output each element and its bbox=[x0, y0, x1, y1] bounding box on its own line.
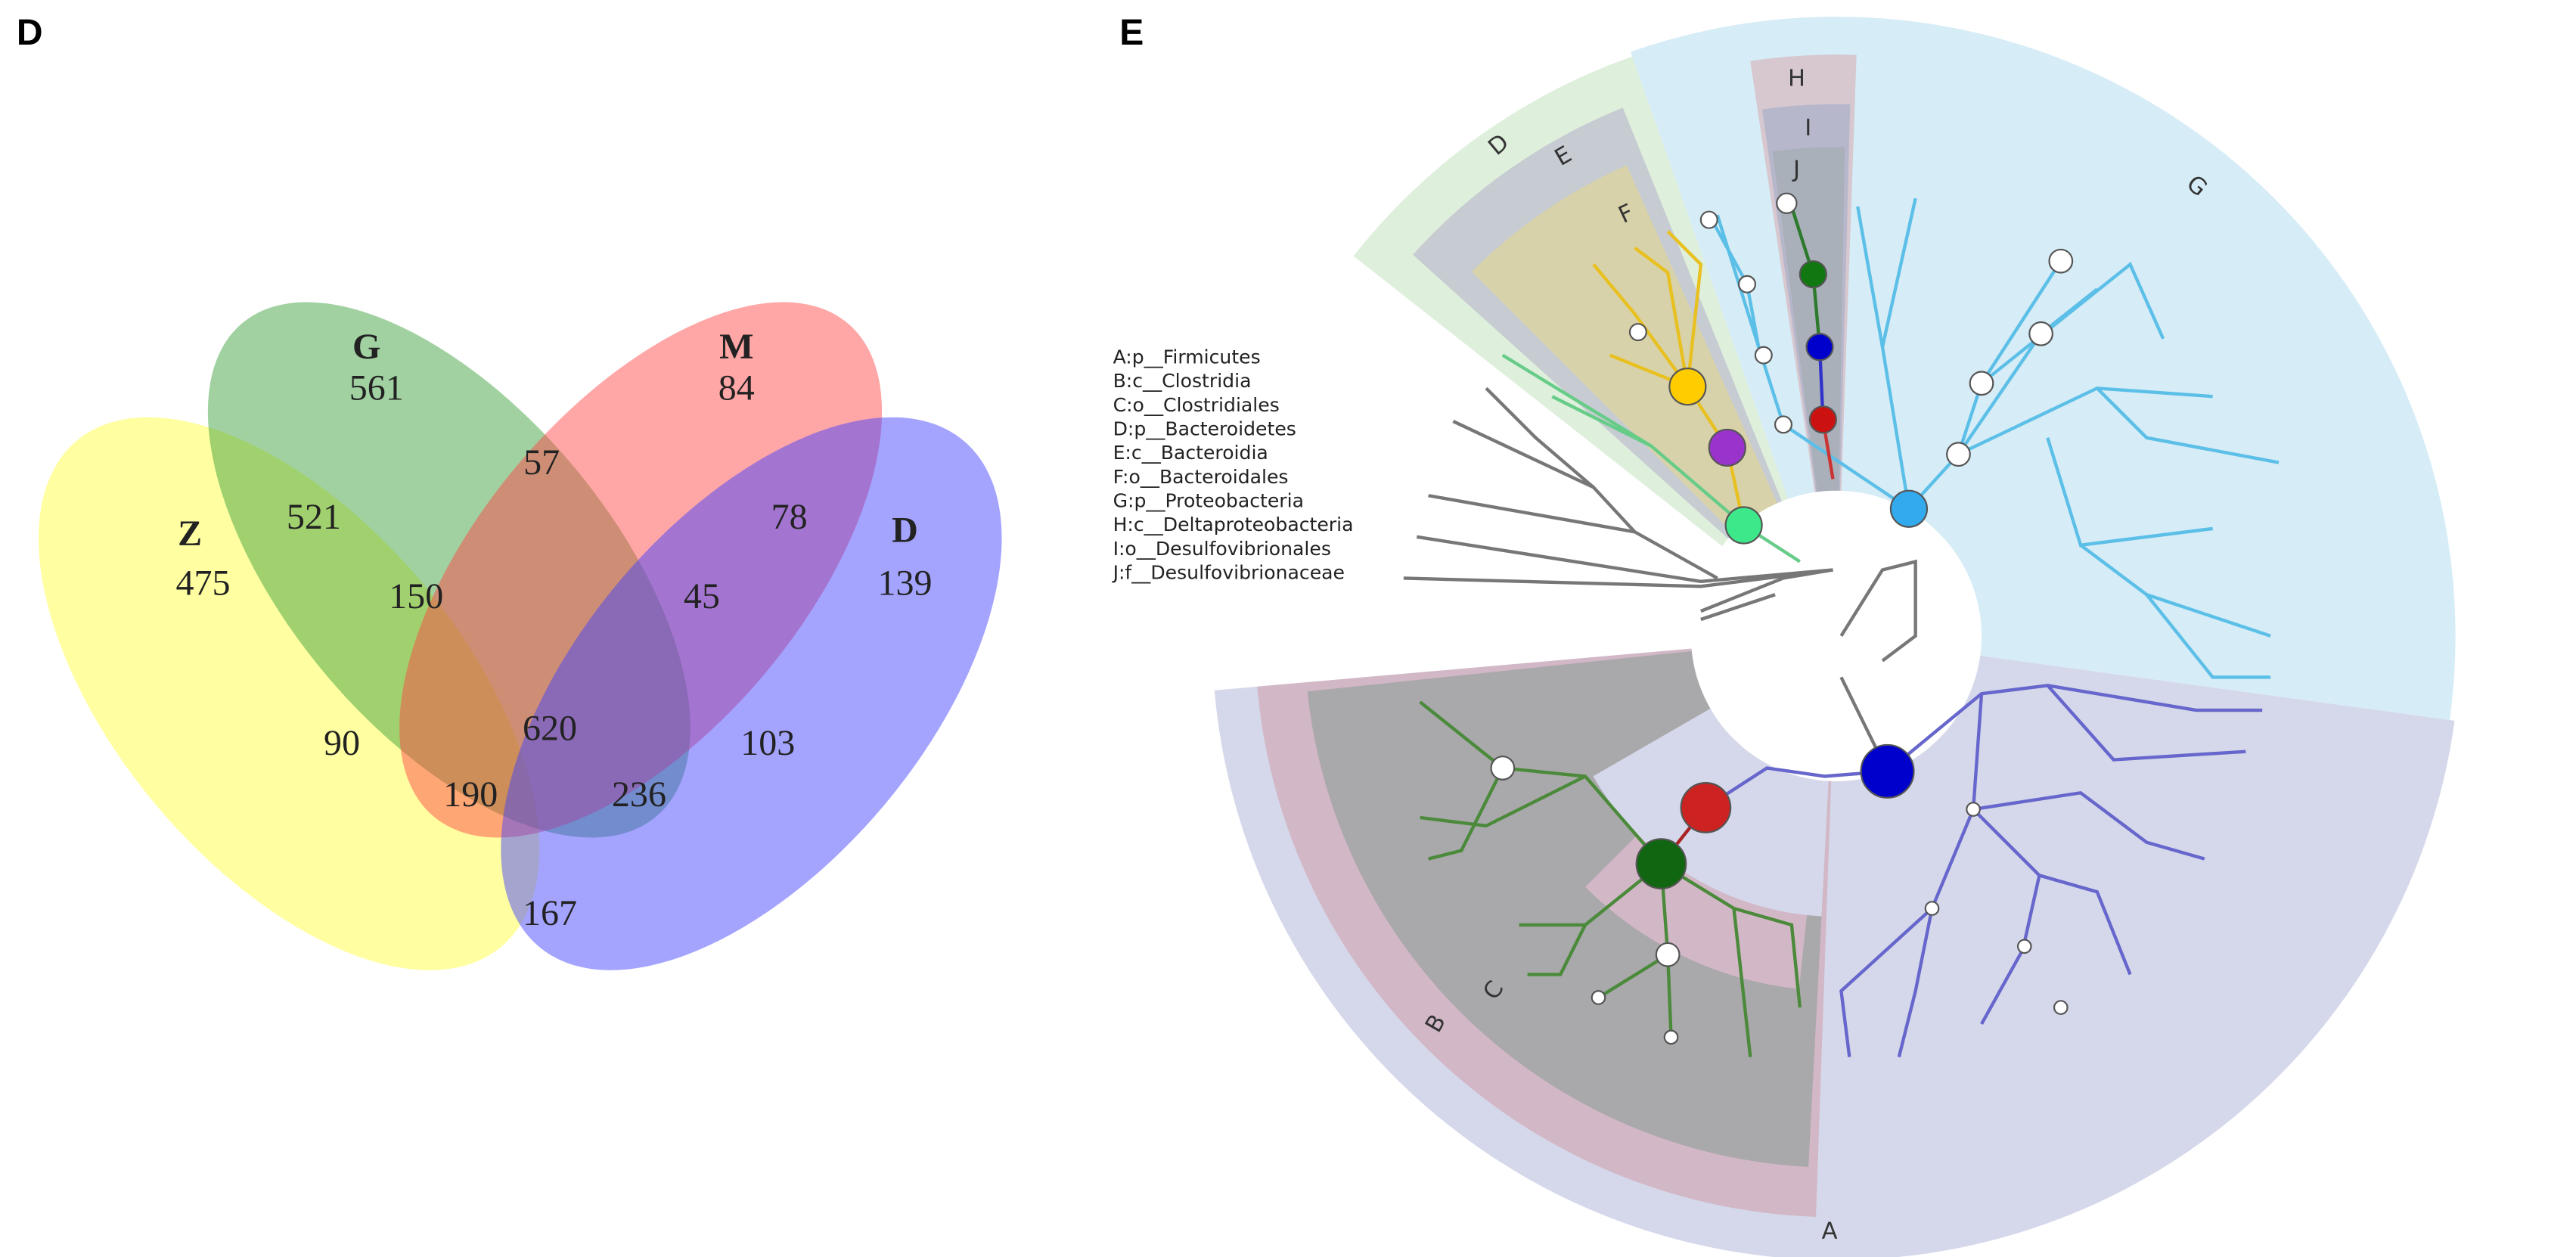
region-count: 78 bbox=[771, 497, 808, 537]
cladogram bbox=[1403, 192, 2280, 1058]
panel-label: D bbox=[17, 13, 43, 53]
set-name: Z bbox=[178, 514, 202, 554]
venn bbox=[38, 302, 1002, 970]
region-count: 167 bbox=[523, 893, 577, 933]
clade-label: I bbox=[1805, 115, 1811, 141]
clade-label: J bbox=[1792, 157, 1800, 183]
region-count: 236 bbox=[612, 774, 666, 815]
legend-entry: E:c__Bacteroidia bbox=[1113, 442, 1268, 464]
region-count: 103 bbox=[740, 723, 795, 763]
legend-entry: H:c__Deltaproteobacteria bbox=[1113, 514, 1354, 535]
legend-entry: C:o__Clostridiales bbox=[1113, 394, 1280, 416]
set-count: 475 bbox=[176, 563, 231, 603]
panel-label: E bbox=[1119, 13, 1144, 53]
set-count: 561 bbox=[349, 368, 404, 408]
venn-set bbox=[38, 417, 540, 970]
legend-entry: F:o__Bacteroidales bbox=[1113, 466, 1289, 488]
region-count: 190 bbox=[443, 774, 498, 815]
set-name: G bbox=[352, 327, 380, 367]
region-count: 57 bbox=[523, 442, 560, 483]
region-count: 90 bbox=[324, 723, 360, 763]
legend-entry: I:o__Desulfovibrionales bbox=[1113, 538, 1331, 560]
legend-entry: A:p__Firmicutes bbox=[1113, 346, 1261, 368]
region-count: 45 bbox=[684, 576, 720, 616]
legend-entry: G:p__Proteobacteria bbox=[1113, 490, 1304, 512]
venn-set bbox=[399, 302, 883, 838]
region-count: 620 bbox=[523, 708, 577, 748]
region-count: 521 bbox=[287, 497, 341, 537]
set-count: 84 bbox=[718, 368, 755, 408]
set-count: 139 bbox=[877, 563, 932, 603]
venn-set bbox=[501, 417, 1002, 970]
region-count: 150 bbox=[389, 576, 443, 616]
venn-set bbox=[207, 302, 691, 838]
clade-label: A bbox=[1822, 1218, 1838, 1245]
set-name: D bbox=[892, 510, 918, 550]
clade-label: H bbox=[1788, 66, 1805, 92]
set-name: M bbox=[719, 327, 753, 367]
legend-entry: D:p__Bacteroidetes bbox=[1113, 418, 1296, 440]
legend-entry: B:c__Clostridia bbox=[1113, 370, 1252, 392]
legend-entry: J:f__Desulfovibrionaceae bbox=[1112, 562, 1345, 584]
